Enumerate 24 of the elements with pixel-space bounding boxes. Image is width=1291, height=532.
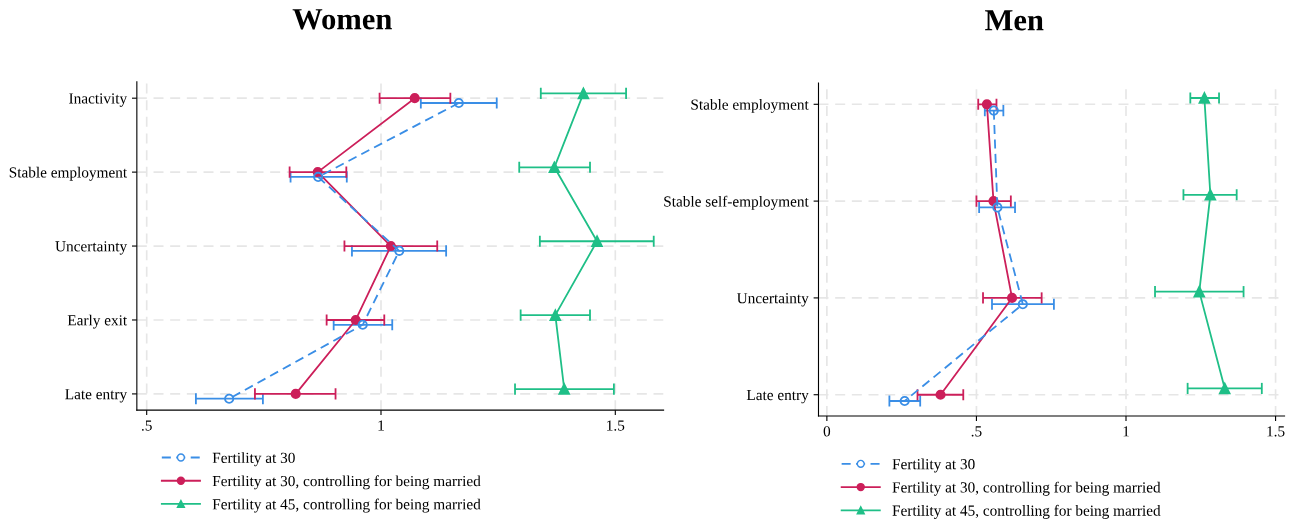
y-tick-label: Stable employment [691, 98, 809, 113]
y-tick-label: Late entry [65, 389, 128, 403]
x-tick-label: 1 [1123, 426, 1129, 437]
x-tick-label: .5 [971, 426, 982, 437]
x-tick-label: 1.5 [607, 420, 625, 431]
legend-label: Fertility at 45, controlling for being married [212, 498, 481, 513]
legend-label: Fertility at 30, controlling for being married [212, 475, 481, 490]
x-tick-label: 1.5 [1267, 426, 1285, 437]
y-tick-label: Stable self-employment [664, 195, 809, 210]
y-tick-label: Uncertainty [736, 293, 809, 307]
legend-label: Fertility at 30 [892, 458, 975, 473]
y-tick-label: Late entry [746, 390, 809, 404]
y-tick-label: Uncertainty [55, 241, 128, 255]
y-tick-label: Early exit [67, 314, 128, 329]
legend-label: Fertility at 45, controlling for being married [892, 504, 1161, 519]
y-tick-label: Stable employment [9, 166, 128, 181]
x-tick-label: 1 [378, 420, 384, 431]
chart-title: Men [985, 10, 1044, 31]
legend-label: Fertility at 30, controlling for being married [892, 481, 1161, 496]
x-tick-label: 0 [823, 426, 831, 437]
y-tick-label: Inactivity [69, 93, 128, 107]
legend-label: Fertility at 30 [212, 452, 295, 467]
x-tick-label: .5 [141, 420, 152, 431]
chart-title: Women [292, 9, 392, 30]
